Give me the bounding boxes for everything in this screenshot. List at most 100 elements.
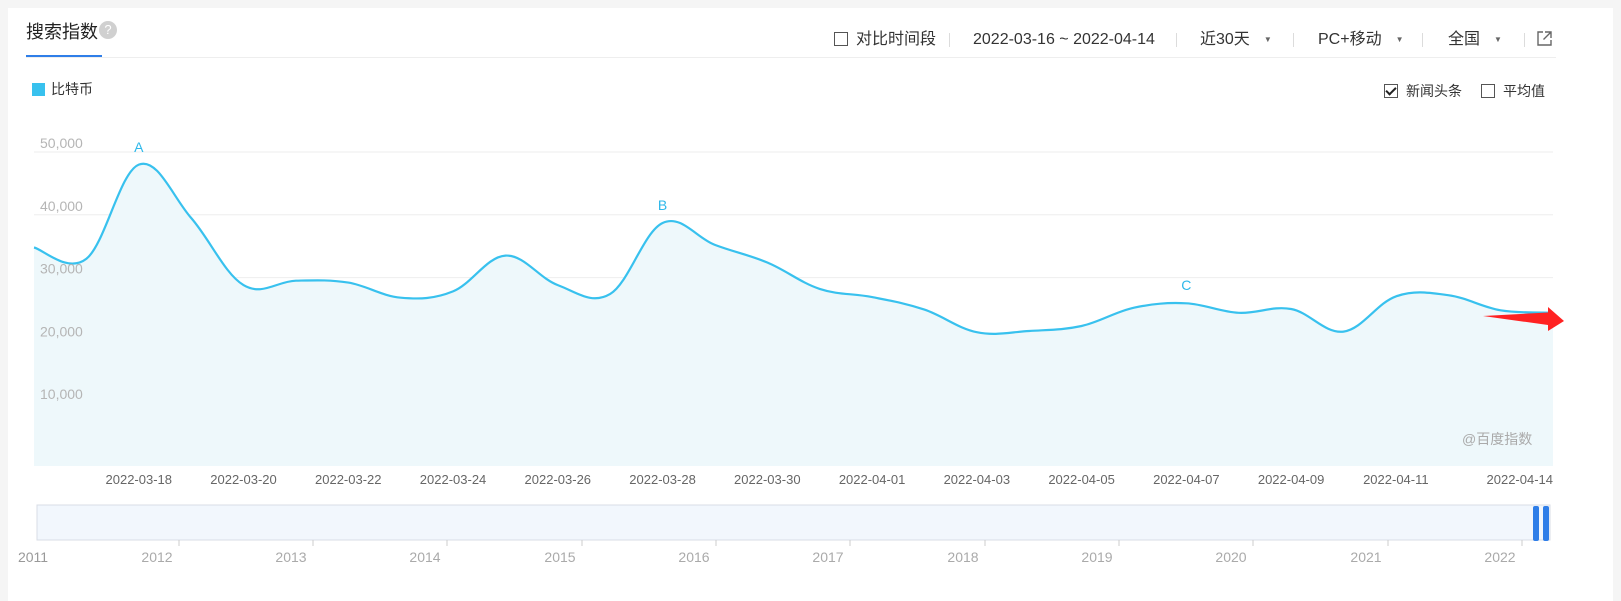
data-point-2022-04-09[interactable] — [1285, 303, 1297, 315]
x-tick-label: 2022-03-26 — [525, 472, 592, 487]
x-tick-label: 2022-04-09 — [1258, 472, 1325, 487]
data-point-2022-04-11[interactable] — [1390, 290, 1402, 302]
x-tick-label: 2022-03-20 — [210, 472, 277, 487]
data-point-2022-03-22[interactable] — [342, 277, 354, 289]
red-arrow-annotation — [1483, 307, 1564, 331]
navigator-handle-left[interactable] — [1533, 506, 1539, 541]
toolbar-divider — [949, 33, 950, 47]
checkbox-checked-icon — [1384, 84, 1398, 98]
x-tick-label: 2022-03-24 — [420, 472, 487, 487]
data-point-2022-04-01[interactable] — [866, 291, 878, 303]
data-point-2022-03-19[interactable] — [185, 212, 197, 224]
chevron-down-icon: ▼ — [1263, 35, 1272, 44]
y-tick-label: 30,000 — [40, 261, 83, 277]
navigator-year-label: 2013 — [275, 549, 306, 565]
chevron-down-icon: ▼ — [1494, 35, 1502, 44]
data-point-2022-03-21[interactable] — [290, 275, 302, 287]
data-point-2022-03-18[interactable] — [133, 159, 145, 171]
device-value: PC+移动 — [1318, 31, 1382, 48]
series-line[interactable] — [33, 162, 1554, 335]
data-point-2022-04-03[interactable] — [971, 326, 983, 338]
data-point-2022-03-25[interactable] — [499, 250, 511, 262]
news-marker-c[interactable]: C — [1181, 277, 1192, 294]
x-tick-label: 2022-03-30 — [734, 472, 801, 487]
chevron-down-icon: ▼ — [1395, 35, 1404, 44]
y-tick-label: 40,000 — [40, 198, 83, 214]
data-point-2022-03-23[interactable] — [395, 292, 407, 304]
external-link-icon[interactable] — [1536, 30, 1553, 47]
data-point-2022-03-24[interactable] — [447, 285, 459, 297]
page-title: 搜索指数 — [26, 22, 98, 42]
data-point-2022-03-16[interactable] — [28, 241, 40, 253]
navigator-year-label: 2017 — [812, 549, 843, 565]
x-tick-label: 2022-04-05 — [1048, 472, 1115, 487]
data-point-2022-04-07[interactable] — [1180, 297, 1192, 309]
data-point-2022-03-17[interactable] — [80, 253, 92, 265]
x-tick-label: 2022-04-11 — [1363, 472, 1429, 487]
data-point-2022-04-06[interactable] — [1128, 302, 1140, 314]
data-point-2022-04-02[interactable] — [918, 304, 930, 316]
data-point-2022-03-29[interactable] — [709, 239, 721, 251]
data-point-2022-04-05[interactable] — [1076, 320, 1088, 332]
data-point-2022-03-20[interactable] — [238, 279, 250, 291]
toolbar-divider — [1176, 33, 1177, 47]
header-divider — [26, 57, 1556, 58]
navigator-year-label: 2011 — [18, 549, 48, 565]
x-tick-label: 2022-03-28 — [629, 472, 696, 487]
x-tick-label: 2022-04-01 — [839, 472, 906, 487]
watermark: @百度指数 — [1462, 431, 1533, 447]
compare-period-checkbox[interactable]: 对比时间段 — [834, 29, 936, 51]
news-headlines-toggle[interactable]: 新闻头条 — [1384, 82, 1462, 100]
navigator-year-label: 2012 — [141, 549, 172, 565]
navigator-year-label: 2019 — [1081, 549, 1112, 565]
chart-legend[interactable]: 比特币 — [32, 80, 93, 98]
toolbar-divider — [1524, 33, 1525, 47]
y-tick-label: 10,000 — [40, 386, 83, 402]
news-marker-b[interactable]: B — [657, 196, 668, 213]
x-tick-label: 2022-04-03 — [944, 472, 1011, 487]
x-tick-label: 2022-04-14 — [1487, 472, 1554, 487]
news-marker-a[interactable]: A — [134, 138, 144, 155]
navigator-year-label: 2015 — [544, 549, 575, 565]
data-point-2022-04-10[interactable] — [1337, 326, 1349, 338]
x-tick-label: 2022-03-22 — [315, 472, 382, 487]
data-point-2022-03-26[interactable] — [552, 279, 564, 291]
data-point-2022-03-30[interactable] — [761, 257, 773, 269]
checkbox-icon — [1481, 84, 1495, 98]
data-point-2022-03-31[interactable] — [814, 283, 826, 295]
device-dropdown[interactable]: PC+移动 ▼ — [1318, 29, 1404, 51]
compare-period-label: 对比时间段 — [856, 31, 937, 48]
period-value: 近30天 — [1200, 31, 1250, 48]
data-point-2022-03-27[interactable] — [604, 288, 616, 300]
data-point-2022-04-12[interactable] — [1442, 289, 1454, 301]
average-toggle[interactable]: 平均值 — [1481, 82, 1545, 100]
navigator-year-label: 2022 — [1484, 549, 1515, 565]
data-point-2022-04-04[interactable] — [1023, 325, 1035, 337]
navigator-track[interactable] — [36, 504, 1551, 541]
news-headlines-label: 新闻头条 — [1406, 83, 1462, 99]
date-range-picker[interactable]: 2022-03-16 ~ 2022-04-14 — [973, 31, 1155, 48]
x-tick-label: 2022-03-18 — [106, 472, 173, 487]
region-value: 全国 — [1448, 31, 1481, 48]
toolbar-divider — [1422, 33, 1423, 47]
navigator-year-label: 2018 — [947, 549, 978, 565]
legend-label: 比特币 — [51, 81, 93, 97]
y-tick-label: 20,000 — [40, 323, 83, 339]
average-label: 平均值 — [1503, 83, 1545, 99]
title-tab-indicator — [26, 55, 102, 57]
checkbox-icon — [834, 32, 848, 46]
data-point-2022-04-13[interactable] — [1495, 304, 1507, 316]
period-dropdown[interactable]: 近30天 ▼ — [1200, 29, 1272, 51]
navigator-year-label: 2021 — [1350, 549, 1381, 565]
navigator-year-label: 2020 — [1215, 549, 1246, 565]
y-tick-label: 50,000 — [40, 135, 83, 151]
series-area — [34, 163, 1553, 466]
region-dropdown[interactable]: 全国 ▼ — [1448, 29, 1502, 51]
question-icon[interactable]: ? — [99, 21, 117, 39]
toolbar-divider — [1293, 33, 1294, 47]
navigator-handle-right[interactable] — [1543, 506, 1549, 541]
x-tick-label: 2022-04-07 — [1153, 472, 1220, 487]
data-point-2022-04-08[interactable] — [1233, 307, 1245, 319]
data-point-2022-03-28[interactable] — [657, 217, 669, 229]
